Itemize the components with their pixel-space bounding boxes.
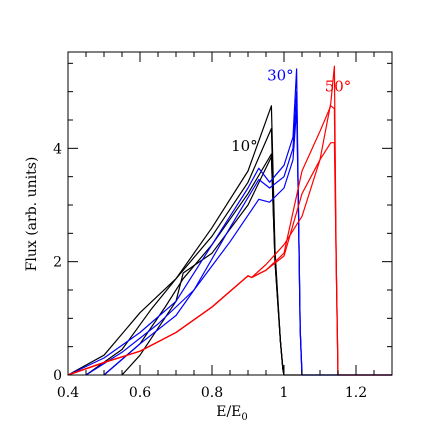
x-tick-label: 1.2 [345,385,367,401]
x-axis-title-sub: 0 [241,412,247,423]
x-tick-label: 0.4 [57,385,79,401]
x-axis-title: E/E0 [216,404,248,423]
y-tick-label: 2 [53,255,62,271]
label-layer: 0.4 0.6 0.8 1 1.2 0 2 4 [53,141,367,401]
y-axis-title: Flux (arb. units) [24,157,40,272]
series-line-10 [67,142,339,376]
angle-annotation-1: 10° [231,137,258,155]
x-tick-label: 1 [280,385,289,401]
x-tick-label: 0.6 [129,385,151,401]
plot-frame [67,51,393,376]
angle-annotation-3: 50° [325,78,352,96]
series-line-4 [121,156,285,376]
x-tick-label: 0.8 [201,385,223,401]
angle-annotation-2: 30° [267,66,294,84]
y-tick-label: 4 [53,141,62,157]
y-tick-label: 0 [53,368,62,384]
x-axis-title-main: E/E [216,404,241,420]
annotation-layer: 10° 30° 50° [231,66,351,155]
